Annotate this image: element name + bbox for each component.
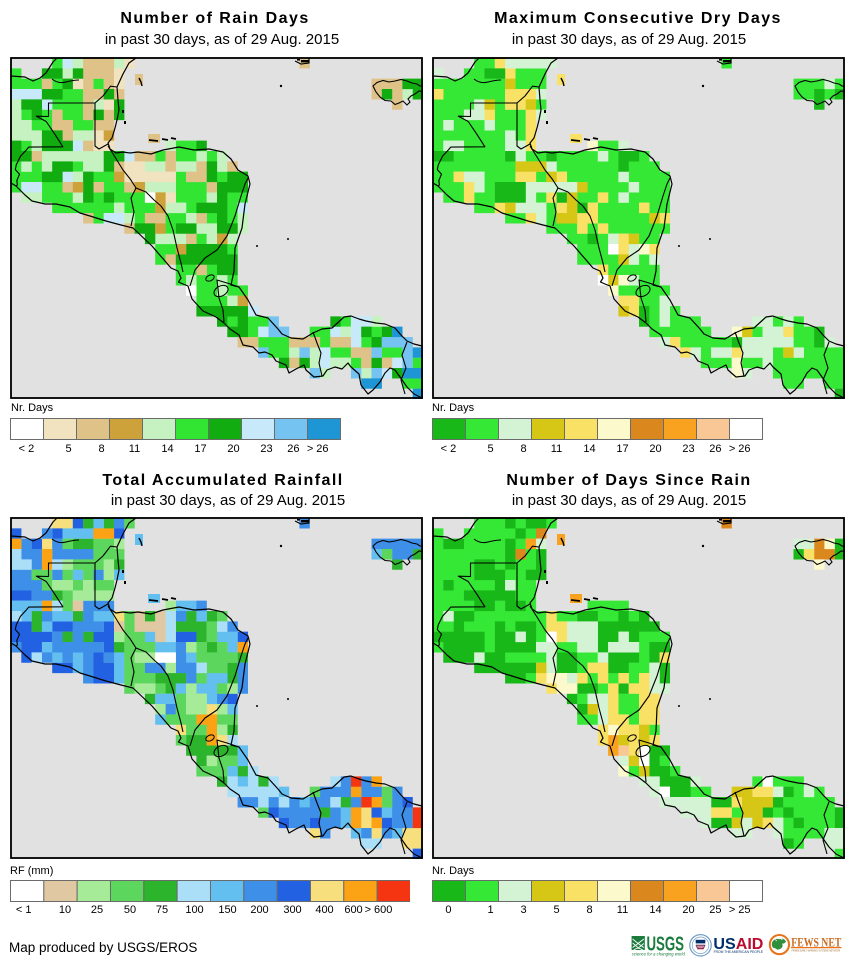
- svg-text:USGS: USGS: [647, 933, 685, 955]
- svg-text:USAID: USAID: [713, 936, 763, 953]
- svg-text:science for a changing world: science for a changing world: [632, 952, 685, 957]
- svg-text:FROM THE AMERICAN PEOPLE: FROM THE AMERICAN PEOPLE: [714, 950, 764, 954]
- svg-text:FEWS NET: FEWS NET: [791, 936, 841, 950]
- svg-text:FAMINE EARLY WARNING SYSTEMS N: FAMINE EARLY WARNING SYSTEMS NETWORK: [792, 949, 841, 953]
